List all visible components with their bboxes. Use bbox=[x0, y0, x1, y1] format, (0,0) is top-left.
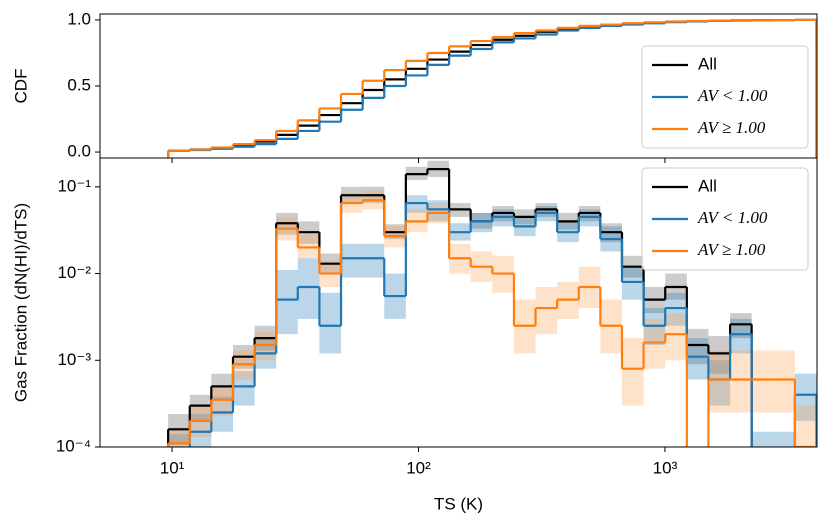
error-band bbox=[470, 212, 493, 233]
x-tick-label: 10¹ bbox=[160, 458, 185, 477]
error-band bbox=[687, 447, 709, 531]
error-band bbox=[189, 394, 212, 421]
error-band bbox=[427, 200, 450, 222]
error-band bbox=[665, 313, 687, 361]
error-band bbox=[297, 258, 320, 319]
error-band bbox=[665, 292, 687, 326]
error-band bbox=[794, 373, 817, 421]
y-tick-label: 0.5 bbox=[67, 75, 91, 94]
error-band bbox=[341, 243, 363, 278]
error-band bbox=[686, 328, 709, 365]
plot-area bbox=[167, 160, 817, 531]
x-tick-label: 10² bbox=[406, 458, 431, 477]
x-axis-label: TS (K) bbox=[434, 494, 483, 513]
y-tick-label: 10⁻¹ bbox=[57, 176, 91, 195]
error-band bbox=[686, 338, 709, 380]
legend-label: All bbox=[698, 176, 717, 195]
legend-label: AV ≥ 1.00 bbox=[697, 240, 766, 259]
error-band bbox=[643, 318, 666, 369]
legend-label: AV < 1.00 bbox=[697, 86, 768, 105]
legend-box bbox=[641, 167, 809, 271]
error-band bbox=[730, 350, 752, 413]
y-tick-label: 0.0 bbox=[67, 142, 91, 161]
error-band bbox=[794, 405, 817, 447]
y-tick-label: 10⁻⁴ bbox=[56, 436, 91, 455]
error-band bbox=[254, 332, 277, 361]
error-band bbox=[773, 350, 795, 413]
legend-label: AV ≥ 1.00 bbox=[697, 118, 766, 137]
error-band bbox=[189, 414, 212, 447]
error-band bbox=[168, 427, 190, 447]
legend-label: All bbox=[698, 54, 717, 73]
y-tick-label: 10⁻³ bbox=[57, 350, 91, 369]
error-band bbox=[751, 350, 774, 413]
legend-box bbox=[641, 45, 809, 149]
y-tick-label: 10⁻² bbox=[57, 263, 91, 282]
error-band bbox=[621, 338, 644, 406]
y-axis-label: CDF bbox=[11, 69, 30, 104]
error-band bbox=[708, 336, 731, 374]
y-tick-label: 1.0 bbox=[67, 9, 91, 28]
error-band bbox=[211, 396, 233, 432]
x-tick-label: 10³ bbox=[653, 458, 678, 477]
error-band bbox=[773, 431, 795, 447]
error-band bbox=[708, 360, 731, 406]
error-band bbox=[730, 318, 752, 354]
error-band bbox=[535, 286, 558, 335]
error-band bbox=[211, 386, 233, 416]
y-axis-label: Gas Fraction (dN(HI)/dTS) bbox=[11, 203, 30, 402]
error-band bbox=[751, 431, 774, 447]
legend-label: AV < 1.00 bbox=[697, 208, 768, 227]
error-band bbox=[319, 292, 342, 354]
error-band bbox=[621, 266, 644, 300]
error-band bbox=[730, 313, 752, 339]
error-band bbox=[276, 269, 298, 335]
axes-frame bbox=[99, 157, 818, 448]
error-band bbox=[708, 350, 731, 413]
error-band bbox=[232, 371, 255, 406]
error-band bbox=[362, 243, 385, 278]
